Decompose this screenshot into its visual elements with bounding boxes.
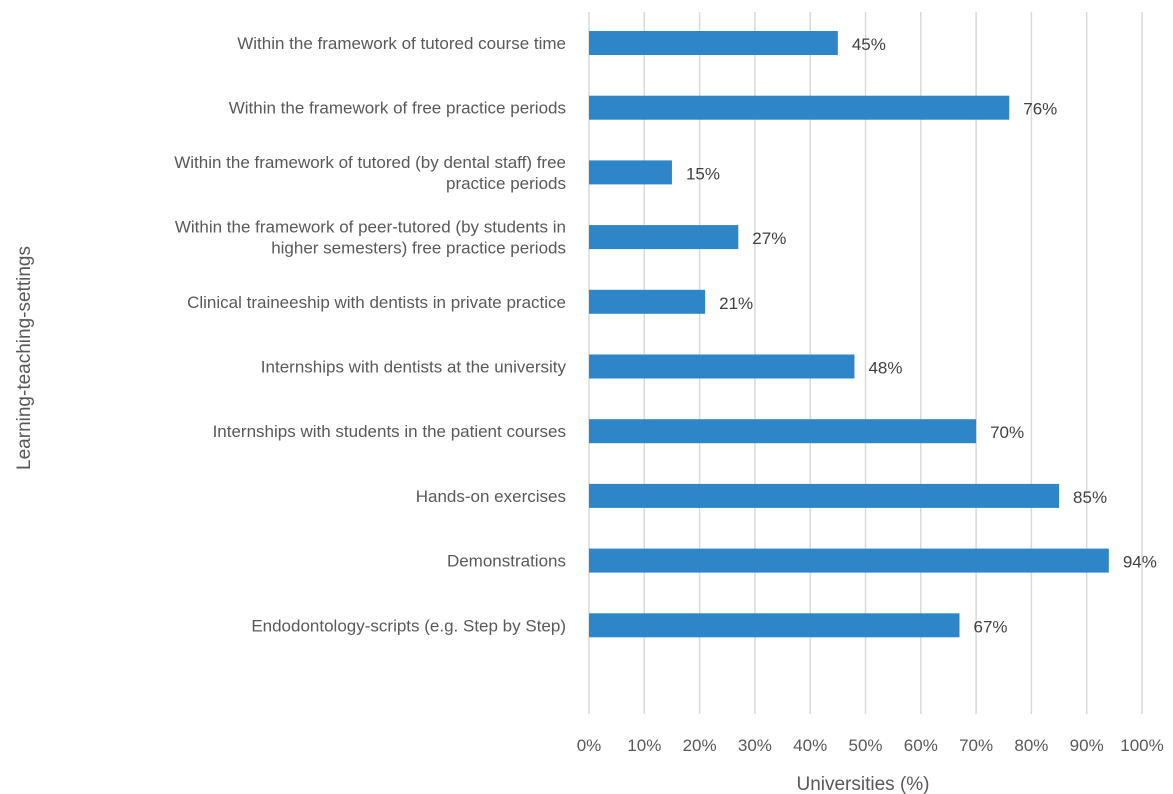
data-label: 48% (868, 359, 902, 378)
data-label: 27% (752, 229, 786, 248)
category-label: Within the framework of free practice pe… (229, 99, 566, 118)
bar (589, 548, 1109, 573)
x-tick-label: 40% (793, 736, 827, 755)
data-label: 45% (852, 35, 886, 54)
x-tick-label: 90% (1070, 736, 1104, 755)
category-labels: Within the framework of tutored course t… (174, 34, 566, 635)
bar (589, 31, 838, 55)
category-label: higher semesters) free practice periods (271, 239, 566, 258)
data-label: 67% (974, 617, 1008, 636)
x-tick-label: 20% (683, 736, 717, 755)
category-label: Internships with dentists at the univers… (261, 358, 567, 377)
x-tick-label: 10% (627, 736, 661, 755)
data-label: 94% (1123, 553, 1157, 572)
bars (589, 31, 1109, 638)
bar (589, 289, 706, 314)
data-label: 76% (1023, 100, 1057, 119)
data-label: 85% (1073, 488, 1107, 507)
bar (589, 225, 739, 250)
x-tick-label: 50% (848, 736, 882, 755)
category-label: Within the framework of tutored course t… (237, 34, 566, 53)
x-tick-label: 30% (738, 736, 772, 755)
category-label: Demonstrations (447, 552, 566, 571)
x-tick-label: 0% (577, 736, 602, 755)
bar (589, 354, 855, 379)
data-label: 21% (719, 294, 753, 313)
category-label: Within the framework of peer-tutored (by… (175, 218, 566, 237)
category-label: Hands-on exercises (416, 487, 566, 506)
x-tick-label: 60% (904, 736, 938, 755)
category-label: practice periods (446, 174, 566, 193)
bar (589, 419, 977, 444)
category-label: Internships with students in the patient… (213, 422, 566, 441)
data-label: 70% (990, 423, 1024, 442)
x-tick-labels: 0% 10% 20% 30% 40% 50% 60% 70% 80% 90% 100% (577, 736, 1164, 755)
category-label: Clinical traineeship with dentists in pr… (187, 293, 566, 312)
bar (589, 160, 672, 185)
category-label: Endodontology-scripts (e.g. Step by Step… (251, 616, 566, 635)
category-label: Within the framework of tutored (by dent… (174, 153, 566, 172)
data-label: 15% (686, 164, 720, 183)
x-tick-label: 100% (1120, 736, 1163, 755)
y-axis-title: Learning-teaching-settings (14, 246, 35, 470)
x-tick-label: 70% (959, 736, 993, 755)
bar (589, 483, 1060, 508)
data-labels: 45% 76% 15% 27% 21% 48% 70% 85% 94% 67% (686, 35, 1157, 636)
x-axis-title: Universities (%) (796, 774, 929, 794)
x-tick-label: 80% (1014, 736, 1048, 755)
bar (589, 613, 960, 638)
bar (589, 95, 1010, 120)
